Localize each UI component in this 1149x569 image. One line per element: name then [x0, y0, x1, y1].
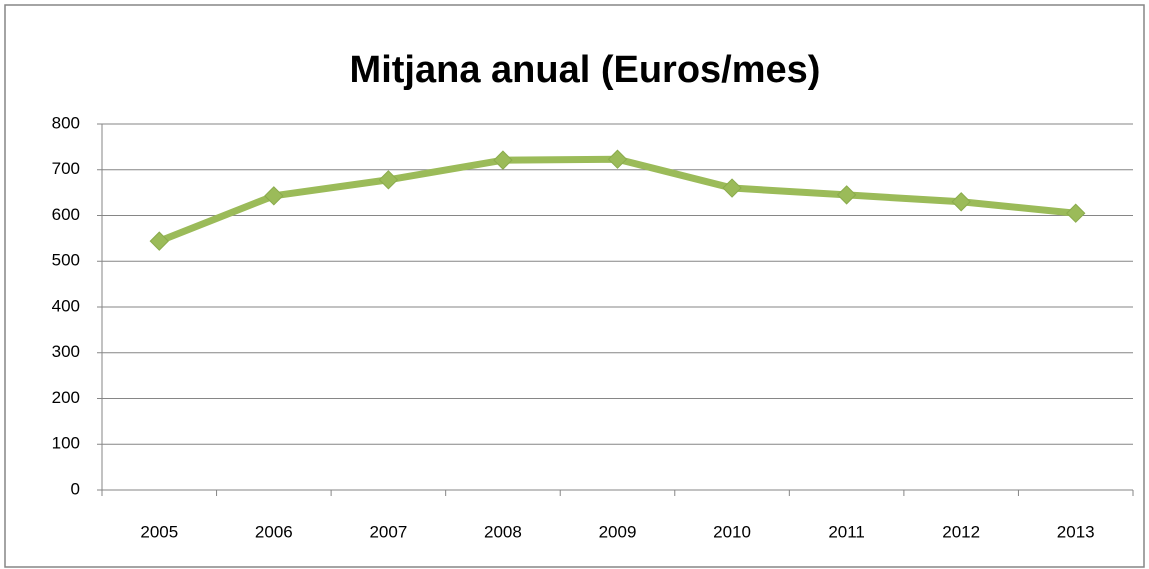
y-tick-label: 600 — [52, 205, 80, 224]
data-point — [951, 192, 971, 212]
chart-title: Mitjana anual (Euros/mes) — [350, 49, 821, 91]
x-tick-label: 2010 — [713, 522, 751, 541]
x-tick-label: 2005 — [140, 522, 178, 541]
data-point — [1066, 203, 1086, 223]
data-point — [149, 231, 169, 251]
y-tick-label: 100 — [52, 434, 80, 453]
y-tick-label: 400 — [52, 296, 80, 315]
x-tick-label: 2007 — [369, 522, 407, 541]
y-tick-label: 0 — [71, 479, 80, 498]
data-point — [493, 150, 513, 170]
y-tick-label: 800 — [52, 113, 80, 132]
y-tick-label: 300 — [52, 342, 80, 361]
data-point — [836, 185, 857, 205]
x-tick-label: 2013 — [1057, 522, 1095, 541]
x-tick-label: 2006 — [255, 522, 293, 541]
y-tick-label: 500 — [52, 251, 80, 270]
x-tick-label: 2009 — [599, 522, 637, 541]
data-point — [378, 170, 399, 190]
x-tick-label: 2008 — [484, 522, 522, 541]
data-point — [607, 149, 628, 169]
chart-border — [4, 4, 1145, 568]
data-point — [722, 178, 742, 198]
y-tick-label: 700 — [52, 159, 80, 178]
data-point — [264, 186, 284, 206]
x-tick-label: 2012 — [942, 522, 980, 541]
y-tick-label: 200 — [52, 388, 80, 407]
x-tick-label: 2011 — [828, 522, 865, 541]
